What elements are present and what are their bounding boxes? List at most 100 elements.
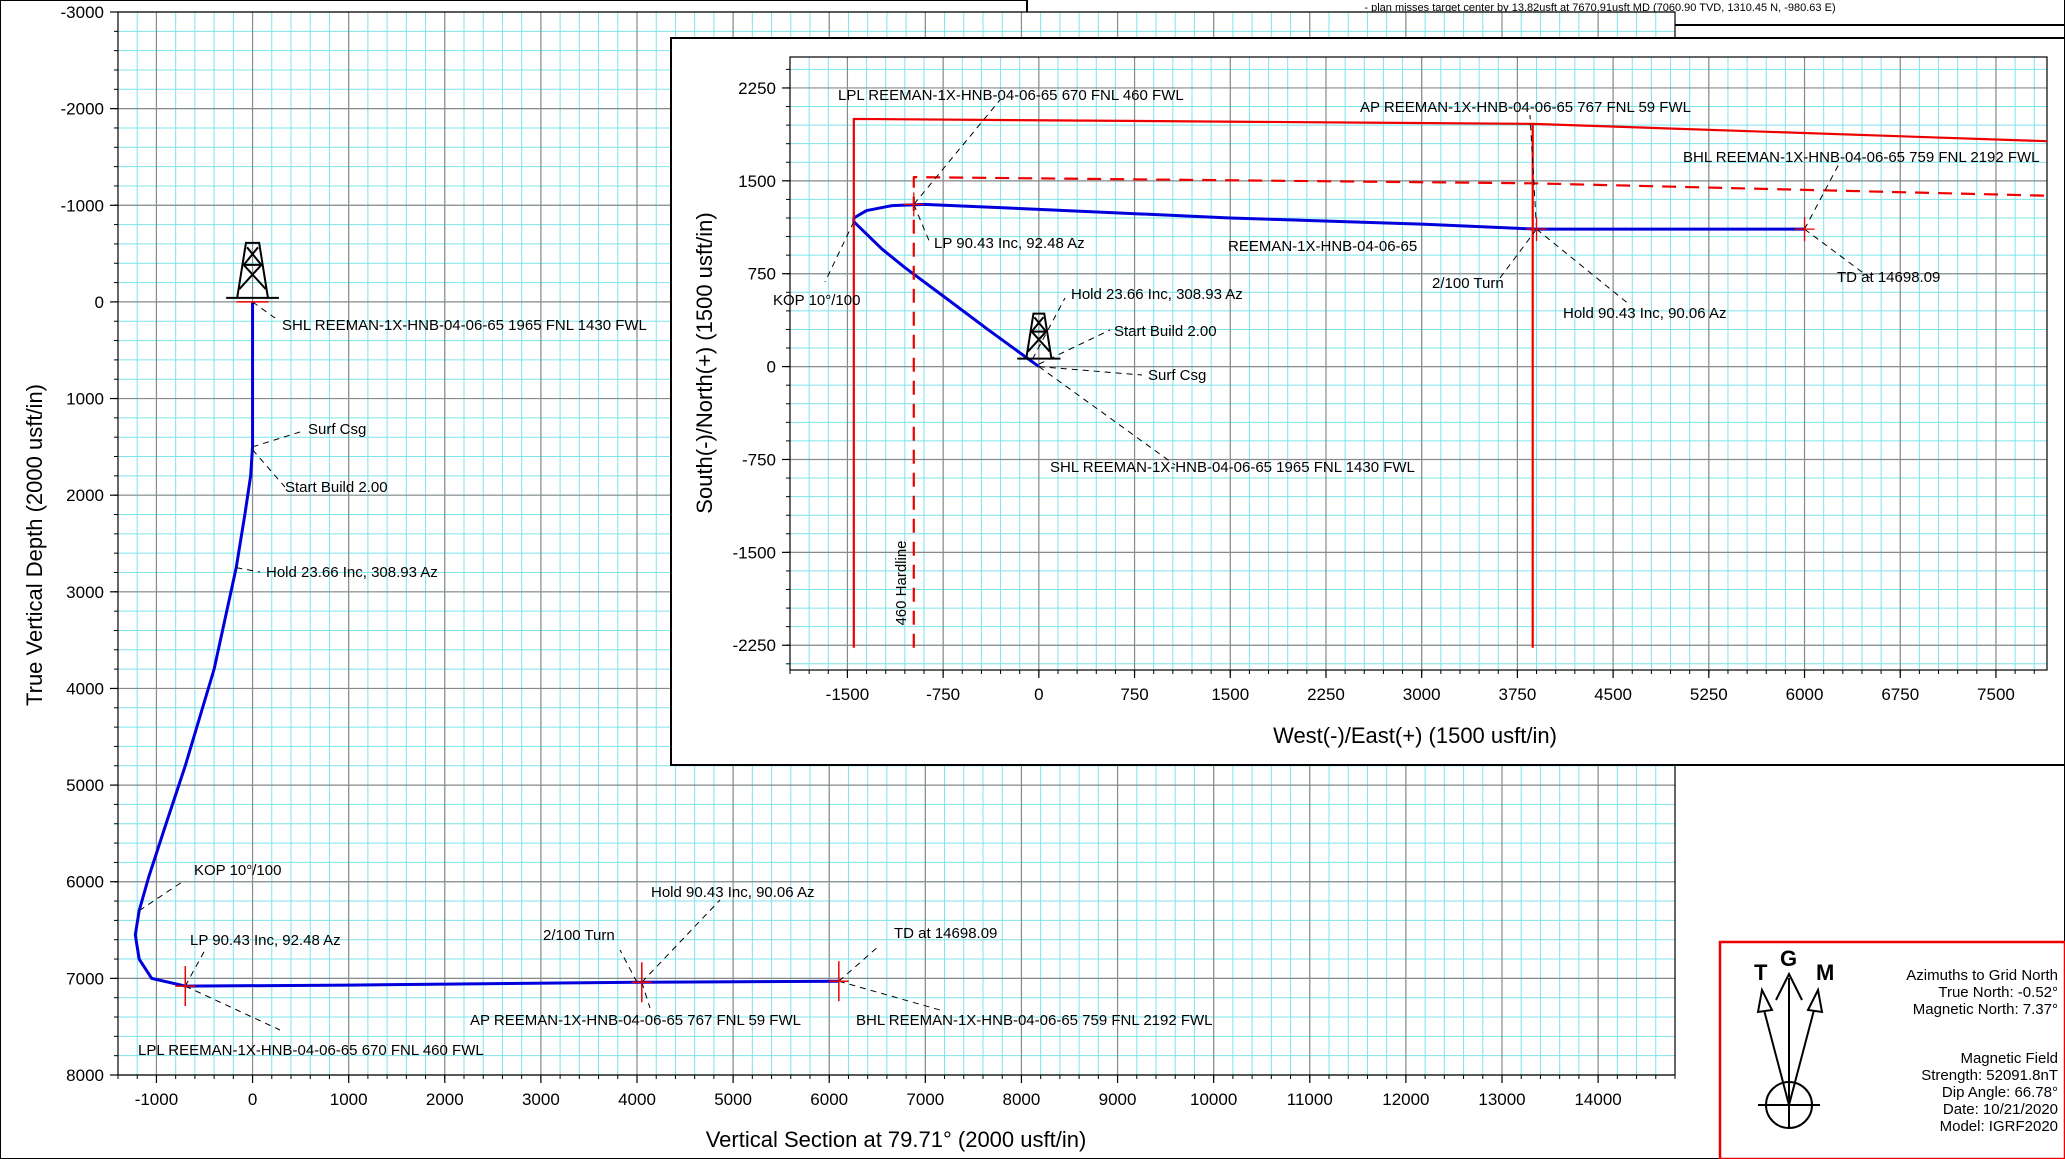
y-tick-label: 3000 — [66, 583, 104, 602]
x-tick-label: 6750 — [1881, 685, 1919, 704]
x-tick-label: 11000 — [1287, 1090, 1333, 1109]
drilling-rig-icon — [1017, 312, 1061, 360]
x-tick-label: -750 — [926, 685, 960, 704]
annotation-label: Surf Csg — [308, 421, 366, 438]
annotation-leader — [138, 879, 186, 912]
y-tick-label: 1500 — [738, 172, 776, 191]
y-tick-label: -2250 — [733, 636, 776, 655]
annotation-leader — [1536, 228, 1631, 306]
annotation-label: LP 90.43 Inc, 92.48 Az — [190, 932, 341, 949]
vertical-section-y-axis-title: True Vertical Depth (2000 usft/in) — [22, 384, 47, 706]
x-tick-label: 1500 — [1211, 685, 1249, 704]
annotation-label: Hold 23.66 Inc, 308.93 Az — [266, 564, 438, 581]
annotation-leader — [824, 221, 855, 283]
plan-view-major-grid — [790, 57, 2047, 670]
x-tick-label: 1000 — [330, 1090, 368, 1109]
y-tick-label: -1000 — [61, 196, 104, 215]
annotation-label: BHL REEMAN-1X-HNB-04-06-65 759 FNL 2192 … — [856, 1012, 1213, 1029]
lease-line-line — [852, 117, 2048, 648]
annotation-label: AP REEMAN-1X-HNB-04-06-65 767 FNL 59 FWL — [470, 1012, 801, 1029]
x-tick-label: 10000 — [1190, 1090, 1237, 1109]
drilling-rig-icon — [226, 241, 279, 299]
x-tick-label: 5250 — [1690, 685, 1728, 704]
plan-miss-note: - plan misses target center by 13.82usft… — [1364, 2, 1835, 14]
north-arrow-icon — [1756, 971, 1824, 1129]
plan-view-annotations: LPL REEMAN-1X-HNB-04-06-65 670 FNL 460 F… — [773, 87, 2040, 626]
x-tick-label: 2250 — [1307, 685, 1345, 704]
annotation-leader — [1032, 297, 1066, 360]
y-tick-label: 7000 — [66, 969, 104, 988]
magnetic-field-title: Magnetic Field — [1960, 1050, 2058, 1067]
y-tick-label: -2000 — [61, 100, 104, 119]
grid-north-letter: G — [1780, 946, 1797, 971]
plan-view-x-axis-title: West(-)/East(+) (1500 usft/in) — [1273, 723, 1557, 748]
x-tick-label: 0 — [1034, 685, 1043, 704]
y-tick-label: 8000 — [66, 1066, 104, 1085]
x-tick-label: 3000 — [1403, 685, 1441, 704]
y-tick-label: 6000 — [66, 873, 104, 892]
annotation-label: SHL REEMAN-1X-HNB-04-06-65 1965 FNL 1430… — [282, 317, 647, 334]
annotation-label: Hold 90.43 Inc, 90.06 Az — [1563, 305, 1726, 322]
annotation-leader — [1529, 114, 1538, 230]
annotation-label: LP 90.43 Inc, 92.48 Az — [934, 235, 1085, 252]
plan-view-ticks: -1500 -750 0 750 1500 2250 3000 3750 4500 5250 600… — [733, 68, 2035, 704]
true-north-value: True North: -0.52° — [1938, 984, 2058, 1001]
dip-angle: Dip Angle: 66.78° — [1942, 1084, 2058, 1101]
x-tick-label: 6000 — [810, 1090, 848, 1109]
x-tick-label: 13000 — [1478, 1090, 1525, 1109]
azimuth-reference: Azimuths to Grid North — [1906, 967, 2058, 984]
reeman-1x-hnb-04-06-65-line — [852, 202, 1805, 368]
x-tick-label: 8000 — [1003, 1090, 1041, 1109]
y-tick-label: 4000 — [66, 679, 104, 698]
plan-view-chart: -1500 -750 0 750 1500 2250 3000 3750 4500 5250 600… — [670, 37, 2065, 766]
rig-stroke — [1025, 312, 1053, 359]
y-tick-label: 0 — [767, 358, 776, 377]
y-tick-label: 0 — [95, 293, 104, 312]
x-tick-label: 6000 — [1786, 685, 1824, 704]
annotation-label: LPL REEMAN-1X-HNB-04-06-65 670 FNL 460 F… — [138, 1042, 484, 1059]
x-tick-label: 4000 — [618, 1090, 656, 1109]
annotation-label: 2/100 Turn — [543, 927, 615, 944]
annotation-label: 2/100 Turn — [1432, 275, 1504, 292]
x-tick-label: 4500 — [1594, 685, 1632, 704]
rig-stroke — [242, 246, 263, 266]
annotation-leader — [252, 431, 301, 448]
annotation-leader — [913, 204, 931, 244]
hardline-label: 460 Hardline — [893, 540, 910, 625]
x-tick-label: 7500 — [1977, 685, 2015, 704]
annotation-leader — [184, 949, 206, 987]
annotation-label: Hold 23.66 Inc, 308.93 Az — [1071, 286, 1243, 303]
rig-stroke — [1030, 316, 1047, 333]
annotation-leader — [913, 99, 1001, 205]
annotation-label: KOP 10°/100 — [194, 862, 281, 879]
y-tick-label: 2250 — [738, 79, 776, 98]
annotation-leader — [641, 982, 651, 1009]
x-tick-label: -1500 — [826, 685, 869, 704]
plan-view-frame — [789, 56, 2048, 671]
y-tick-label: 750 — [748, 265, 776, 284]
annotation-label: Surf Csg — [1148, 367, 1206, 384]
x-tick-label: 2000 — [426, 1090, 464, 1109]
x-tick-label: 3000 — [522, 1090, 560, 1109]
well-name-label: REEMAN-1X-HNB-04-06-65 — [1228, 238, 1417, 255]
magnetic-north-value: Magnetic North: 7.37° — [1913, 1001, 2058, 1018]
hardline-line — [912, 176, 2048, 648]
x-tick-label: 750 — [1120, 685, 1148, 704]
annotation-label: BHL REEMAN-1X-HNB-04-06-65 759 FNL 2192 … — [1683, 149, 2040, 166]
annotation-label: Start Build 2.00 — [1114, 323, 1217, 340]
annotation-label: KOP 10°/100 — [773, 292, 860, 309]
annotation-leader — [252, 301, 276, 319]
annotation-label: TD at 14698.09 — [894, 925, 997, 942]
annotation-label: Hold 90.43 Inc, 90.06 Az — [651, 884, 814, 901]
vertical-section-x-axis-title: Vertical Section at 79.71° (2000 usft/in… — [706, 1127, 1087, 1152]
annotation-leader — [1804, 161, 1841, 230]
north-arrow-legend: T G M Azimuths to Grid North True North:… — [1718, 940, 2065, 1159]
x-tick-label: 14000 — [1574, 1090, 1621, 1109]
annotation-label: TD at 14698.09 — [1837, 269, 1940, 286]
y-tick-label: -1500 — [733, 543, 776, 562]
x-tick-label: -1000 — [135, 1090, 178, 1109]
annotation-label: LPL REEMAN-1X-HNB-04-06-65 670 FNL 460 F… — [838, 87, 1184, 104]
rig-stroke — [1027, 330, 1051, 353]
annotation-leader — [1804, 228, 1871, 279]
